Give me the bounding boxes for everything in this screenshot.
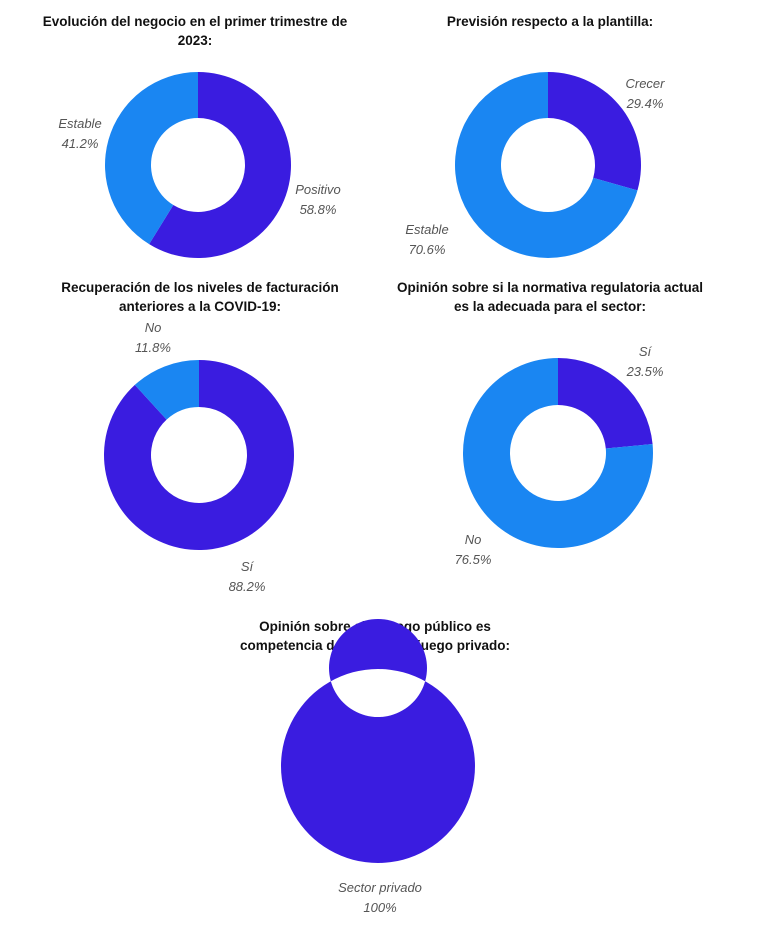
slice-label-crecer: Crecer 29.4%: [610, 74, 680, 114]
category-label: Sector privado: [338, 880, 422, 895]
slice-label-si: Sí 23.5%: [610, 342, 680, 382]
category-label: Estable: [58, 116, 102, 131]
category-label: No: [144, 320, 162, 335]
category-label: Positivo: [295, 182, 341, 197]
slice-no: [134, 360, 199, 420]
value-label: 88.2%: [228, 579, 266, 594]
value-label: 58.8%: [299, 202, 337, 217]
slice-label-estable: Estable 41.2%: [44, 114, 116, 154]
slice-no: [463, 358, 653, 549]
category-label: Estable: [405, 222, 449, 237]
chart-title: Previsión respecto a la plantilla:: [446, 14, 654, 29]
value-label: 76.5%: [454, 552, 492, 567]
value-label: 11.8%: [135, 340, 171, 355]
slice-label-positivo: Positivo 58.8%: [282, 180, 354, 220]
category-label: Crecer: [625, 76, 665, 91]
slice-estable: [455, 72, 638, 258]
chart-title: Evolución del negocio en el primer trime…: [42, 14, 348, 48]
slice-label-no: No 76.5%: [438, 530, 508, 570]
category-label: Sí: [240, 559, 254, 574]
value-label: 41.2%: [61, 136, 99, 151]
slice-label-no: No 11.8%: [118, 318, 188, 358]
slice-estable: [104, 72, 198, 245]
slice-label-si: Sí 88.2%: [212, 557, 282, 597]
value-label: 29.4%: [626, 96, 664, 111]
slice-sí: [103, 360, 294, 551]
category-label: No: [464, 532, 482, 547]
slice-sí: [558, 358, 653, 449]
chart-title: Recuperación de los niveles de facturaci…: [61, 280, 339, 314]
slice-label-sector-privado: Sector privado 100%: [310, 878, 450, 918]
slice-crecer: [548, 72, 641, 191]
value-label: 70.6%: [408, 242, 446, 257]
value-label: 100%: [363, 900, 397, 915]
slice-sector-privado: [280, 619, 475, 863]
slice-label-estable: Estable 70.6%: [392, 220, 462, 260]
category-label: Sí: [638, 344, 652, 359]
slice-positivo: [149, 72, 291, 258]
value-label: 23.5%: [626, 364, 664, 379]
chart-title: Opinión sobre si la normativa regulatori…: [396, 280, 704, 314]
